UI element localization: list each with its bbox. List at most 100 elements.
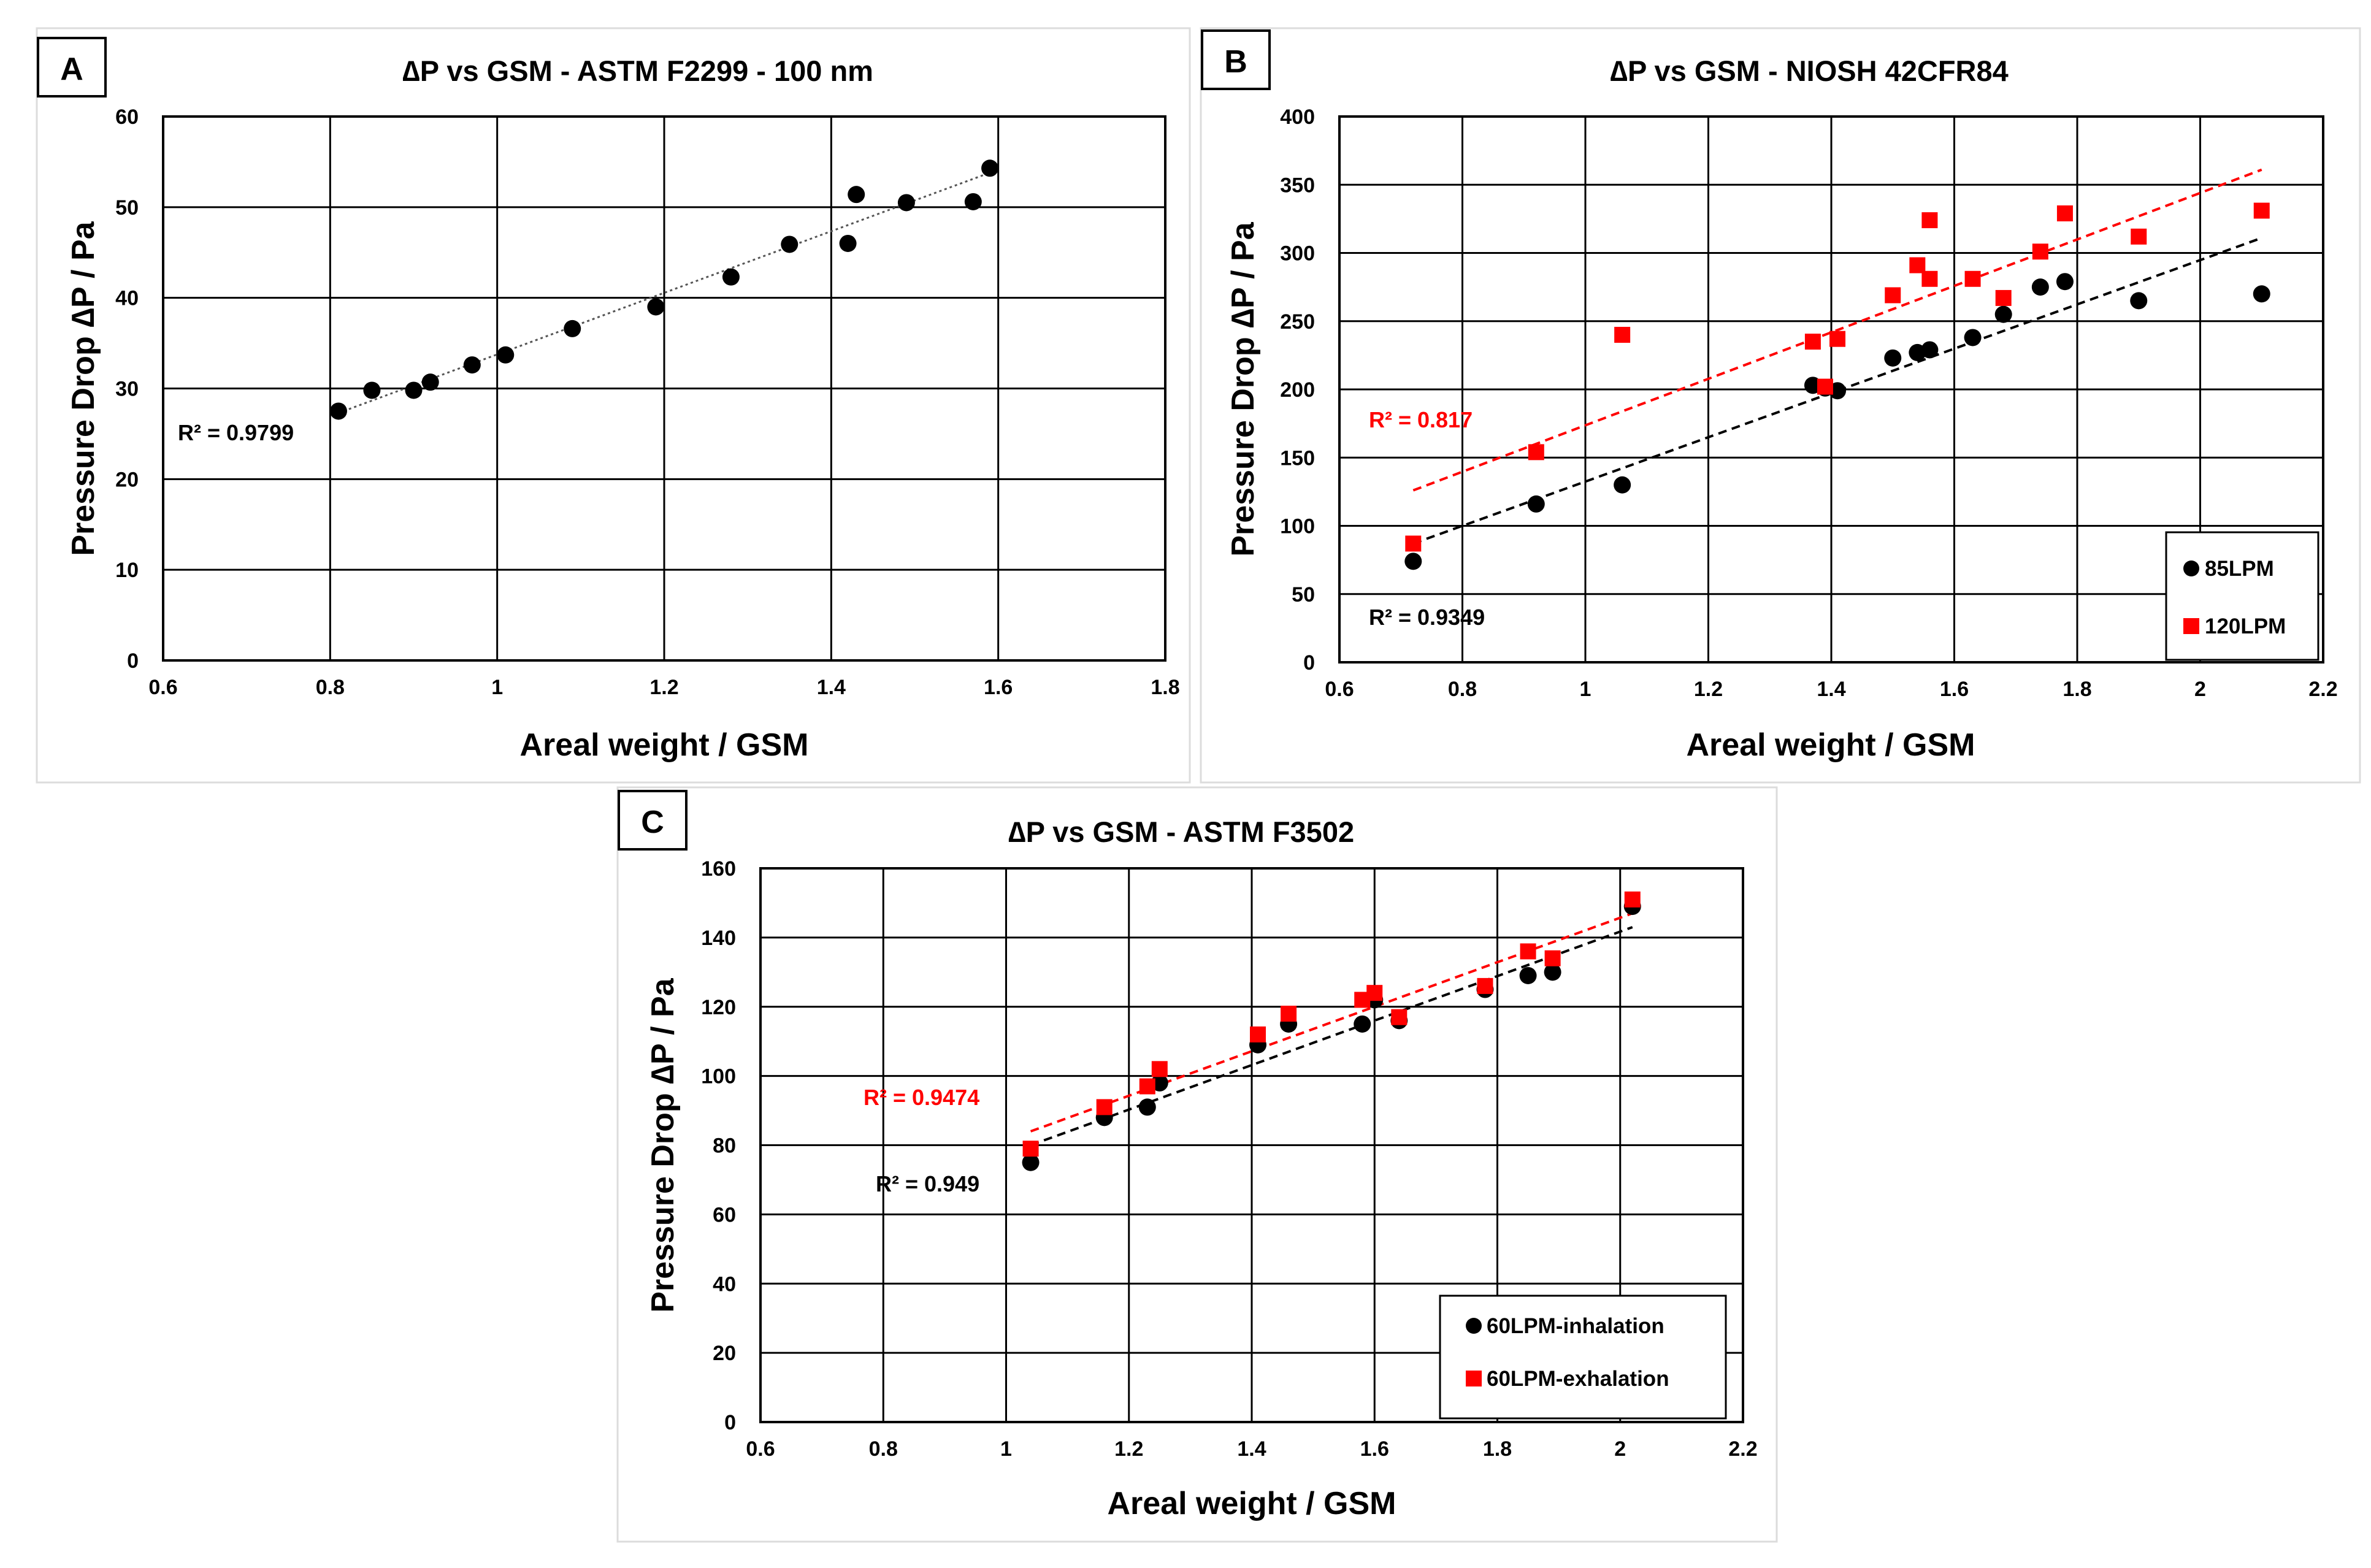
panel-c-legend-marker-exhalation <box>1466 1371 1482 1386</box>
panel-b-series-1-point-4 <box>1817 378 1833 395</box>
panel-b-legend-marker-85lpm <box>2183 560 2199 576</box>
panel-c-trendline-0 <box>1030 926 1633 1147</box>
panel-c-x-tick-label-2: 1 <box>1000 1437 1012 1461</box>
panel-b-x-tick-label-2: 1 <box>1580 678 1592 701</box>
panel-a-y-tick-label-5: 50 <box>115 196 139 220</box>
panel-a: A ∆P vs GSM - ASTM F2299 - 100 nm 0.6 0.8… <box>36 27 1191 784</box>
panel-c-y-tick-label-6: 120 <box>701 996 736 1019</box>
panel-a-letter: A <box>60 52 83 87</box>
panel-b-series-1-point-1 <box>1528 444 1544 461</box>
panel-b-y-tick-label-5: 250 <box>1280 310 1315 334</box>
panel-b-x-tick-label-8: 2.2 <box>2308 678 2337 701</box>
panel-c-legend-box <box>1439 1295 1727 1420</box>
panel-b-series-1-point-7 <box>1909 257 1926 273</box>
panel-c-series-0-point-2 <box>1138 1098 1156 1116</box>
panel-b-series-1-point-2 <box>1614 327 1631 343</box>
panel-c-y-tick-label-3: 60 <box>713 1203 736 1226</box>
panel-b-series-0-point-13 <box>2130 292 2148 310</box>
panel-b-series-0-point-9 <box>1964 329 1982 346</box>
panel-c-x-tick-label-8: 2.2 <box>1728 1437 1757 1461</box>
panel-a-series-0-point-9 <box>781 235 799 253</box>
panel-b-series-0-point-2 <box>1614 476 1631 494</box>
panel-a-y-tick-label-0: 0 <box>127 649 139 673</box>
panel-c-x-axis-label: Areal weight / GSM <box>1108 1486 1396 1521</box>
panel-c-r2-label-inhalation: R² = 0.949 <box>876 1171 979 1196</box>
panel-b-y-tick-label-8: 400 <box>1280 105 1315 129</box>
panel-b-x-tick-label-6: 1.8 <box>2063 678 2091 701</box>
panel-a-x-axis-label: Areal weight / GSM <box>520 727 809 763</box>
panel-a-y-tick-label-2: 20 <box>115 468 139 491</box>
panel-a-series-0-point-12 <box>897 194 915 212</box>
panel-b-y-tick-label-0: 0 <box>1303 651 1315 675</box>
panel-b-plot-border <box>1338 115 2324 664</box>
panel-b-series-1-point-9 <box>1921 270 1938 287</box>
panel-a-series-0-point-0 <box>329 402 347 420</box>
panel-b-series-1-point-0 <box>1405 535 1422 552</box>
panel-c-legend: 60LPM-inhalation 60LPM-exhalation <box>1439 1295 1727 1420</box>
panel-a-y-tick-label-3: 30 <box>115 378 139 401</box>
panel-c-legend-marker-inhalation <box>1466 1318 1482 1334</box>
panel-c-series-1-point-3 <box>1151 1061 1168 1077</box>
panel-c-y-axis-label: Pressure Drop ∆P / Pa <box>645 977 681 1312</box>
panel-c-series-1-point-1 <box>1096 1099 1113 1115</box>
panel-a-title: ∆P vs GSM - ASTM F2299 - 100 nm <box>402 55 873 87</box>
panel-b: B ∆P vs GSM - NIOSH 42CFR84 0.6 0.8 1 1.2 1.… <box>1200 27 2361 784</box>
panel-a-x-tick-label-3: 1.2 <box>649 676 678 699</box>
panel-a-x-tick-label-4: 1.4 <box>817 676 846 699</box>
panel-b-x-tick-label-5: 1.6 <box>1940 678 1969 701</box>
panel-a-x-tick-label-6: 1.8 <box>1151 676 1179 699</box>
panel-a-series-0-point-7 <box>647 298 665 316</box>
panel-b-series-0-point-1 <box>1527 495 1545 513</box>
panel-a-y-tick-label-4: 40 <box>115 287 139 310</box>
panel-b-series-1-point-8 <box>1921 212 1938 229</box>
panel-c-y-tick-label-8: 160 <box>701 857 736 881</box>
panel-b-series-1-point-14 <box>2131 228 2147 245</box>
panel-a-letter-box <box>37 37 107 98</box>
panel-b-title: ∆P vs GSM - NIOSH 42CFR84 <box>1610 55 2009 87</box>
panel-a-series-0-point-14 <box>981 159 999 177</box>
panel-b-r2-label-120lpm: R² = 0.817 <box>1369 407 1473 432</box>
panel-c-r2-label-exhalation: R² = 0.9474 <box>864 1085 979 1110</box>
panel-c-x-tick-label-6: 1.8 <box>1483 1437 1512 1461</box>
panel-a-x-tick-label-5: 1.6 <box>984 676 1013 699</box>
panel-c-x-tick-label-5: 1.6 <box>1360 1437 1389 1461</box>
panel-a-y-axis-label: Pressure Drop ∆P / Pa <box>66 221 101 556</box>
panel-c-plot-border <box>759 867 1744 1423</box>
panel-b-series-1-point-3 <box>1804 334 1821 350</box>
panel-c-x-tick-label-4: 1.4 <box>1237 1437 1266 1461</box>
panel-c-x-tick-label-3: 1.2 <box>1114 1437 1143 1461</box>
panel-b-legend-label-120lpm: 120LPM <box>2205 614 2286 638</box>
panel-a-series-0-point-4 <box>463 356 481 374</box>
panel-b-legend: 85LPM 120LPM <box>2165 531 2319 661</box>
panel-b-legend-box <box>2165 531 2319 661</box>
panel-b-series-0-point-12 <box>2056 273 2074 291</box>
panel-b-plot: 0.6 0.8 1 1.2 1.4 1.6 1.8 2 2.2 0 50 100 150 200 250 3… <box>1280 105 2337 701</box>
panel-b-x-tick-label-4: 1.4 <box>1817 678 1845 701</box>
panel-a-series-0-point-8 <box>722 268 740 286</box>
panel-a-series-0-point-6 <box>564 319 581 337</box>
panel-c-y-tick-label-2: 40 <box>713 1272 736 1296</box>
panel-a-x-tick-label-0: 0.6 <box>148 676 177 699</box>
panel-b-letter: B <box>1224 44 1247 80</box>
panel-c-series-0-point-3 <box>1151 1074 1168 1092</box>
panel-a-series-0-point-10 <box>839 234 857 252</box>
panel-c-series-1-point-2 <box>1139 1078 1155 1095</box>
panel-b-x-tick-label-7: 2 <box>2194 678 2206 701</box>
panel-a-series-0-point-3 <box>421 373 439 391</box>
panel-a-x-tick-label-2: 1 <box>491 676 503 699</box>
panel-b-y-tick-label-2: 100 <box>1280 515 1315 538</box>
panel-a-y-tick-label-6: 60 <box>115 105 139 129</box>
panel-c-legend-label-exhalation: 60LPM-exhalation <box>1487 1367 1669 1391</box>
panel-c-y-tick-label-5: 100 <box>701 1065 736 1088</box>
panel-b-y-tick-label-4: 200 <box>1280 378 1315 402</box>
panel-b-series-0-point-14 <box>2253 285 2270 303</box>
panel-a-series-0-point-11 <box>848 186 865 204</box>
panel-c-x-tick-label-7: 2 <box>1614 1437 1626 1461</box>
panel-b-legend-label-85lpm: 85LPM <box>2205 557 2274 581</box>
panel-c-y-tick-label-0: 0 <box>724 1411 736 1434</box>
panel-b-series-1-point-5 <box>1829 331 1846 347</box>
panel-b-series-0-point-11 <box>2031 278 2049 296</box>
panel-c-series-0-point-10 <box>1519 966 1537 984</box>
panel-c-series-1-point-5 <box>1281 1006 1297 1022</box>
